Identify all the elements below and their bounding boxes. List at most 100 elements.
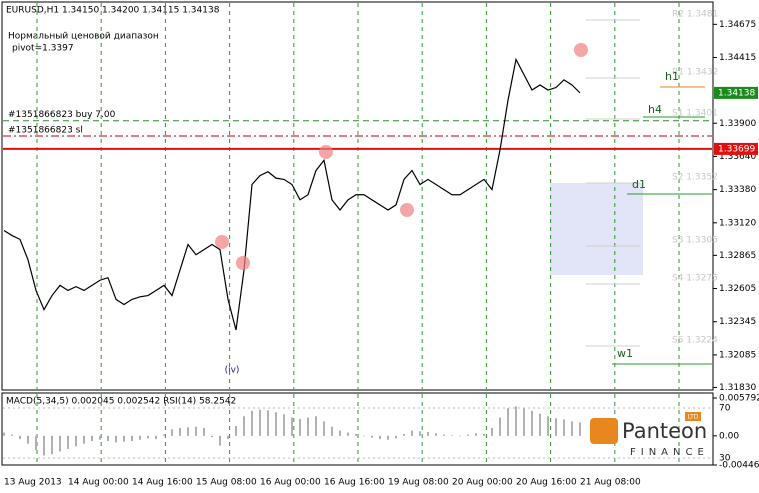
x-tick-label: 15 Aug 08:00 (196, 478, 257, 488)
macd-bar (195, 426, 197, 436)
x-tick-label: 14 Aug 00:00 (68, 478, 129, 488)
macd-bar (51, 435, 53, 455)
x-tick-label: 21 Aug 08:00 (580, 478, 641, 488)
macd-bar (235, 426, 237, 436)
macd-bar (259, 409, 261, 436)
macd-bar (163, 434, 165, 436)
x-tick-label: 20 Aug 00:00 (452, 478, 513, 488)
macd-y-tick-label: 0.00 (719, 431, 739, 441)
macd-bar (19, 435, 21, 440)
macd-bar (515, 406, 517, 436)
wave-label: (iv) (225, 366, 240, 376)
macd-bar (171, 429, 173, 436)
y-tick-label: 1.33120 (719, 218, 756, 228)
pivot-label: S5 1.3224 (672, 336, 718, 346)
pivot-label: R1 1.3432 (672, 68, 718, 78)
level-price-box (714, 142, 758, 155)
logo-badge: LTD (688, 414, 699, 421)
range-box (550, 183, 643, 275)
macd-bar (275, 412, 277, 436)
y-tick-label: 1.31830 (719, 383, 756, 393)
pivot-label: S1 1.3401 (672, 109, 718, 119)
macd-y-tick-label: 0.005792 (719, 394, 759, 404)
macd-bar (155, 435, 157, 440)
macd-bar (147, 435, 149, 439)
macd-bar (579, 422, 581, 436)
macd-bar (459, 435, 461, 437)
rsi-tick-label: 70 (719, 404, 731, 414)
macd-bar (435, 433, 437, 436)
logo-name: Panteon (622, 419, 707, 443)
x-tick-label: 20 Aug 16:00 (516, 478, 577, 488)
macd-bar (83, 435, 85, 444)
current-price-label: 1.34138 (718, 88, 755, 98)
logo-sub: FINANCE (630, 447, 709, 458)
macd-bar (91, 435, 93, 442)
macd-bar (67, 435, 69, 449)
logo: LTD Panteon FINANCE (590, 412, 709, 458)
macd-bar (179, 427, 181, 436)
macd-bar (347, 432, 349, 436)
macd-title: MACD(5,34,5) 0.002045 0.002542 RSI(14) 5… (6, 397, 236, 407)
x-tick-label: 19 Aug 08:00 (388, 478, 449, 488)
macd-bar (59, 435, 61, 452)
macd-bar (211, 435, 213, 438)
macd-bar (491, 427, 493, 436)
macd-bar (227, 435, 229, 440)
macd-bar (299, 418, 301, 436)
macd-bar (115, 435, 117, 443)
macd-bar (3, 432, 5, 436)
macd-bar (339, 430, 341, 436)
macd-bar (267, 410, 269, 436)
pivot-label: S2 1.3352 (672, 173, 718, 183)
macd-bar (451, 435, 453, 436)
current-price-box (714, 86, 758, 99)
x-tick-label: 16 Aug 16:00 (324, 478, 385, 488)
macd-bar (243, 416, 245, 436)
x-tick-label: 14 Aug 16:00 (132, 478, 193, 488)
macd-bar (547, 416, 549, 436)
macd-bar (187, 427, 189, 436)
macd-bar (443, 434, 445, 436)
macd-bar (75, 435, 77, 447)
macd-bar (323, 421, 325, 436)
level-price-label: 1.33699 (718, 144, 755, 154)
macd-bar (507, 408, 509, 436)
signal-dot (574, 43, 588, 57)
macd-bar (307, 417, 309, 436)
macd-bar (43, 435, 45, 456)
order-label: #1351866823 buy 7.00 (8, 110, 116, 120)
pivot-label: S4 1.3275 (672, 274, 718, 284)
timeframe-label: h4 (648, 103, 662, 116)
logo-icon (590, 418, 618, 444)
timeframe-label: w1 (617, 347, 633, 360)
macd-bar (291, 417, 293, 436)
macd-bar (219, 435, 221, 446)
macd-bar (355, 433, 357, 436)
macd-bar (395, 435, 397, 439)
y-tick-label: 1.34415 (719, 53, 756, 63)
macd-bar (411, 430, 413, 436)
macd-bar (467, 434, 469, 436)
macd-bar (379, 435, 381, 440)
y-tick-label: 1.33380 (719, 185, 756, 195)
macd-bar (539, 413, 541, 436)
macd-bar (331, 426, 333, 436)
macd-bar (27, 435, 29, 444)
y-tick-label: 1.32865 (719, 251, 756, 261)
macd-bar (371, 435, 373, 438)
macd-bar (123, 435, 125, 442)
macd-bar (419, 431, 421, 436)
rsi-tick-label: 30 (719, 454, 731, 464)
macd-bar (139, 435, 141, 440)
macd-bar (283, 414, 285, 436)
macd-bar (531, 411, 533, 436)
signal-dot (319, 145, 333, 159)
signal-dot (236, 256, 250, 270)
macd-y-tick-label: -0.004466 (719, 461, 759, 471)
macd-bar (571, 421, 573, 436)
y-tick-label: 1.33640 (719, 152, 756, 162)
y-tick-label: 1.33900 (719, 119, 756, 129)
macd-bar (563, 419, 565, 436)
